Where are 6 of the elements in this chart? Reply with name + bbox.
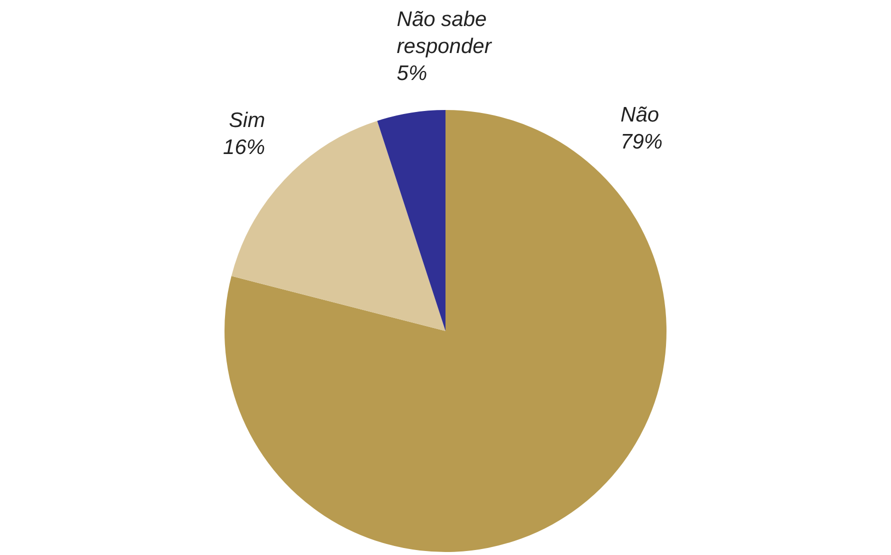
data-label: 5% [396, 62, 428, 86]
slice-label: Sim [228, 108, 266, 132]
slice-label: Não sabe responder [396, 8, 492, 58]
data-label: 79% [620, 130, 663, 154]
data-label: 16% [223, 136, 266, 159]
slice-label: Não [620, 103, 660, 126]
